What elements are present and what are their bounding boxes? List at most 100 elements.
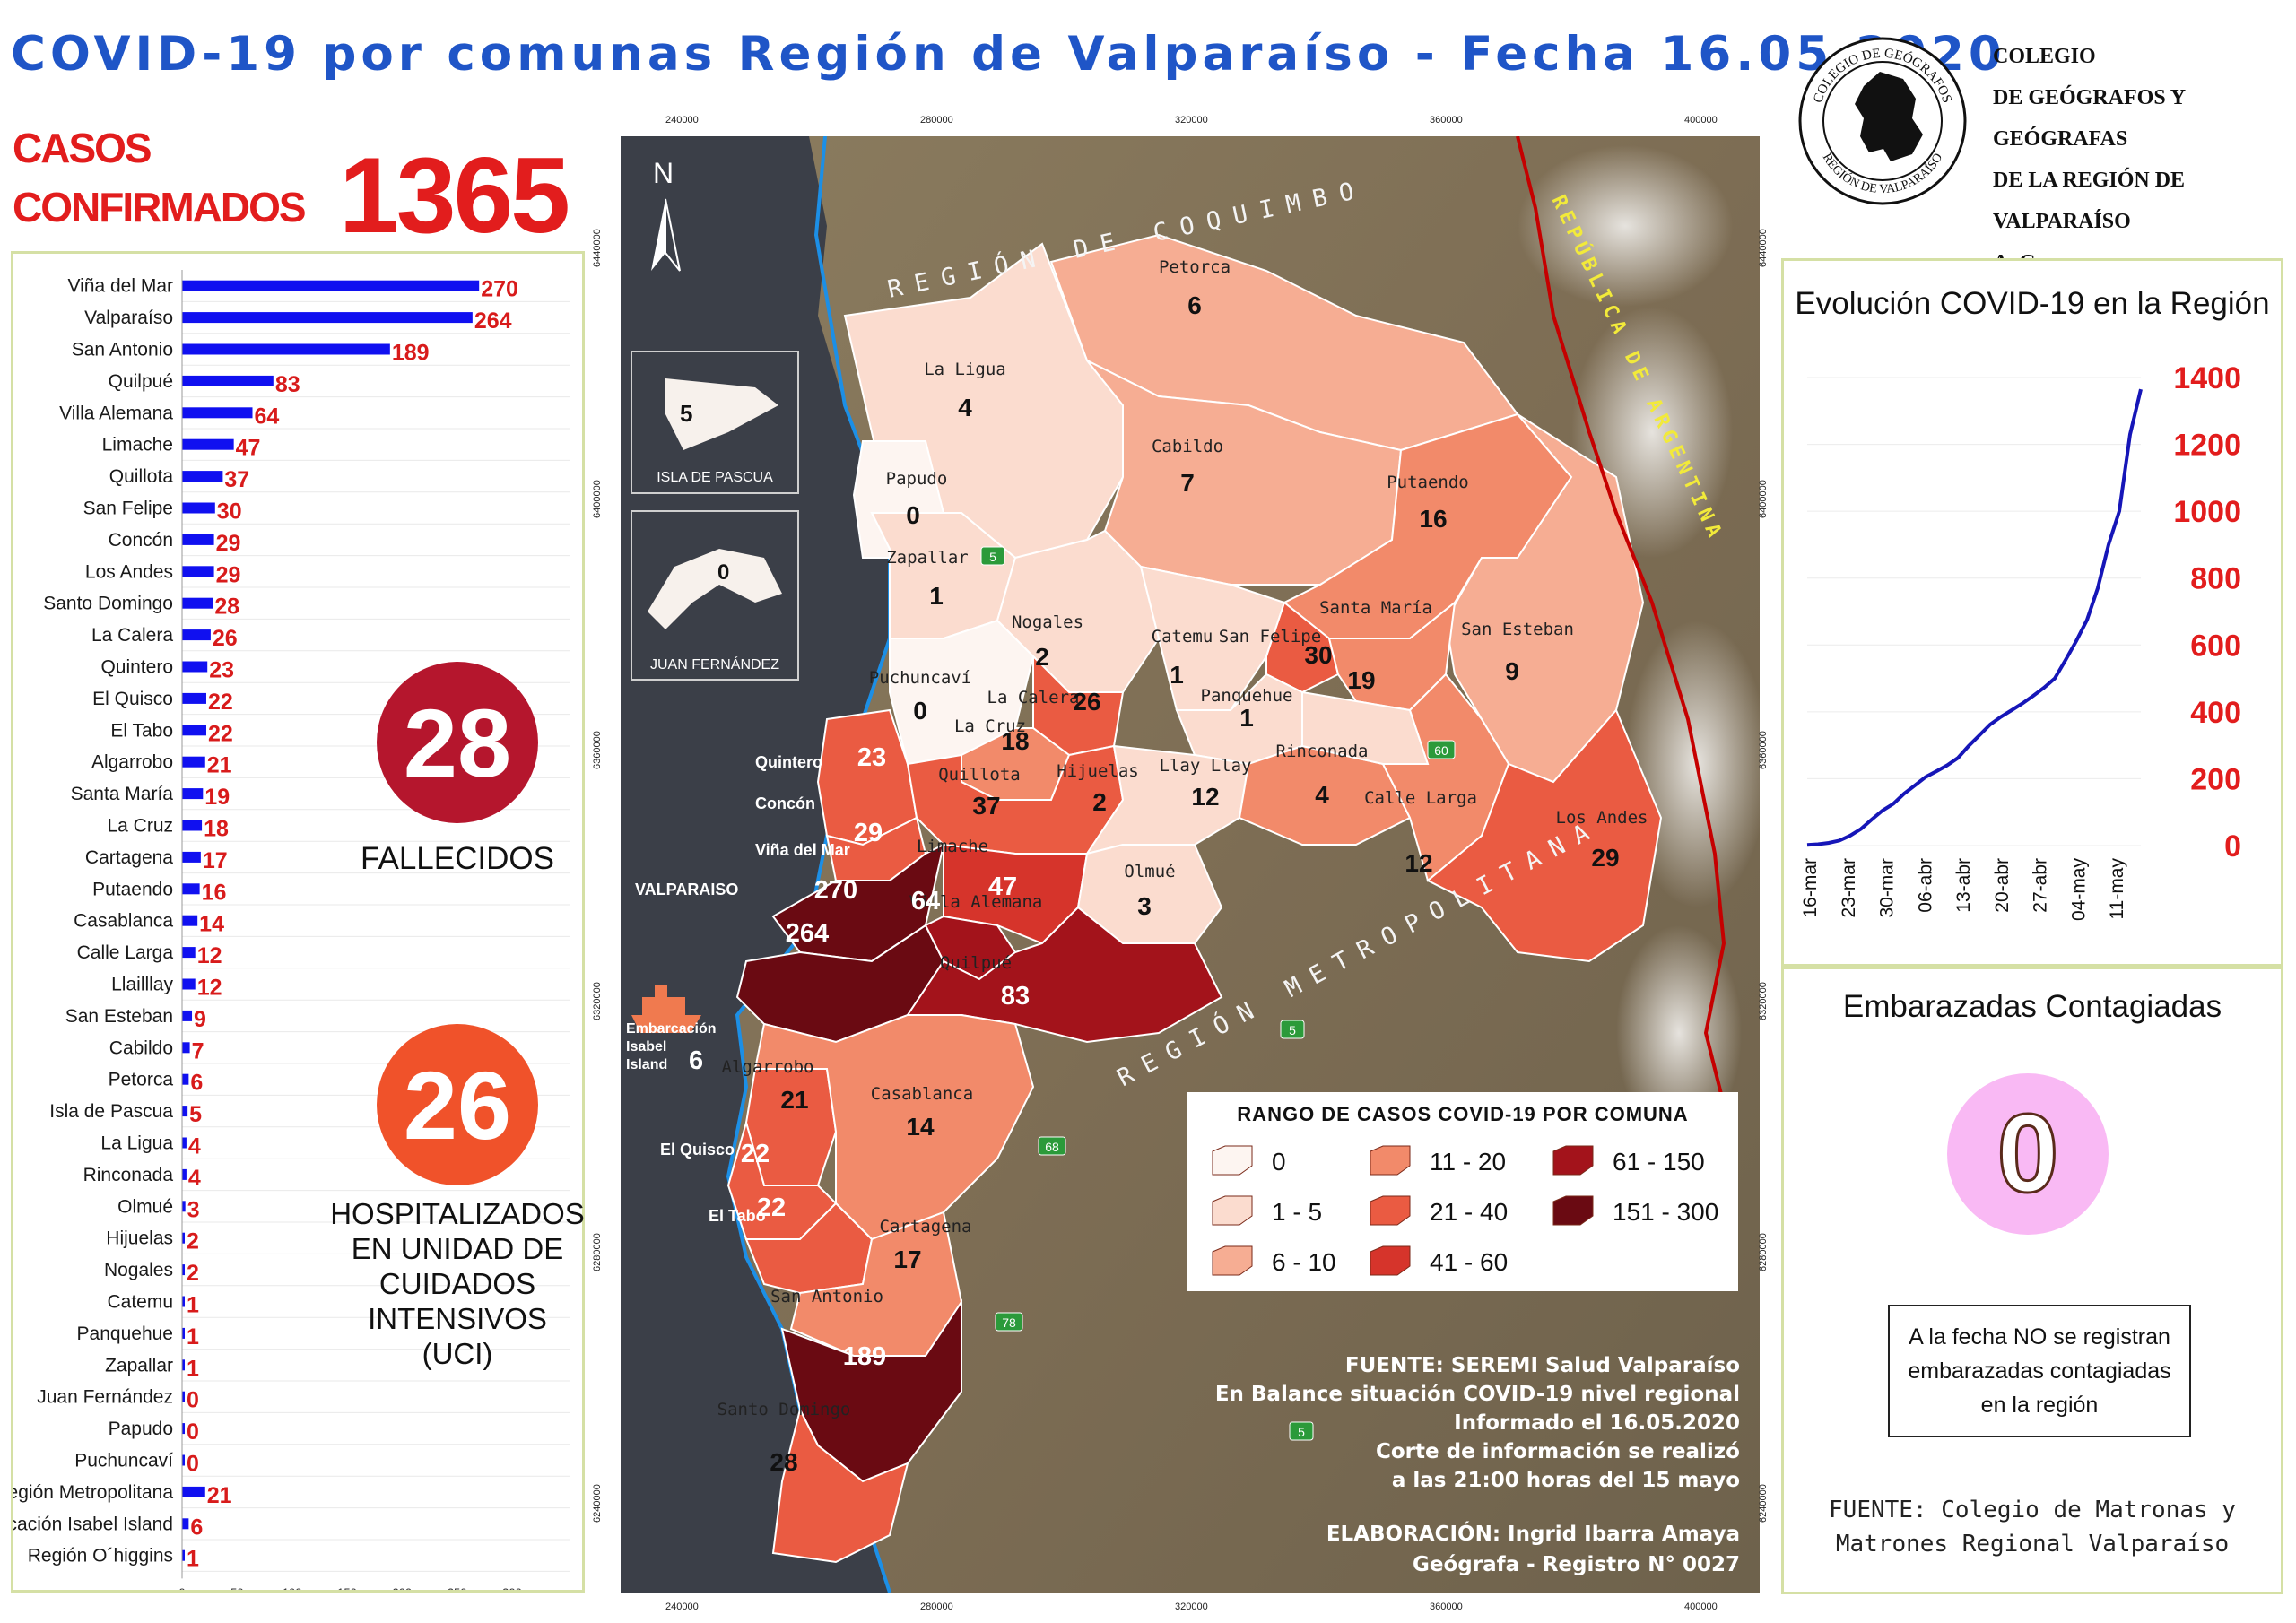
inset-label: ISLA DE PASCUA: [657, 470, 773, 485]
evolucion-title: Evolución COVID-19 en la Región: [1795, 286, 2270, 321]
bar-x-tick: 200: [392, 1585, 412, 1590]
uci-circle: 26: [377, 1024, 538, 1185]
coord-side-label: 6320000: [592, 982, 603, 1020]
legend-swatch: [1552, 1145, 1594, 1176]
coord-side-label: 6320000: [1758, 982, 1769, 1020]
bar-category-label: Olmué: [117, 1196, 173, 1217]
north-arrow-left: [651, 199, 665, 271]
bar-category-label: Región O´higgins: [28, 1546, 173, 1567]
comuna-santo-domingo: [771, 1407, 909, 1564]
comuna-value-papudo: 0: [906, 501, 920, 529]
comuna-name-la-cruz: La Cruz: [954, 716, 1026, 736]
bar-value-label: 6: [190, 1515, 203, 1540]
bar-category-label: Llailllay: [111, 975, 173, 995]
comuna-value-zapallar: 1: [929, 582, 944, 610]
bar: [182, 661, 208, 673]
bar: [182, 1264, 185, 1276]
legend-swatch: [1552, 1195, 1594, 1226]
comuna-name-embarcaci-n-isabel-island: Embarcación: [626, 1021, 716, 1037]
bar: [182, 725, 206, 736]
bar-value-label: 83: [275, 372, 300, 397]
comuna-name-papudo: Papudo: [886, 469, 948, 489]
bar: [182, 1201, 186, 1212]
evolucion-panel: Evolución COVID-19 en la Región 0 200 400 6…: [1781, 258, 2283, 967]
uci-label-line: (UCI): [422, 1337, 493, 1370]
line-x-tick: 20-abr: [1992, 858, 2013, 913]
bar-x-tick: 50: [230, 1585, 243, 1590]
bar-value-label: 37: [224, 467, 249, 492]
coord-side-label: 6400000: [592, 480, 603, 518]
bar: [182, 1137, 187, 1149]
colegio-line: COLEGIO: [1993, 45, 2096, 68]
casos-label: CASOS CONFIRMADOS: [13, 118, 307, 237]
legend-swatch: [1212, 1245, 1253, 1276]
comuna-name-el-quisco: El Quisco: [660, 1141, 735, 1159]
coord-bottom-label: 400000: [1684, 1601, 1718, 1612]
comuna-name-quintero: Quintero: [755, 753, 822, 771]
comuna-value-nogales: 2: [1035, 643, 1049, 671]
comuna-value-catemu: 1: [1170, 661, 1184, 689]
bar: [182, 375, 274, 386]
comuna-value-casablanca: 14: [906, 1113, 935, 1141]
argentina-border: [1516, 136, 1726, 1168]
comuna-value-el-quisco: 22: [741, 1140, 770, 1168]
comuna-value-los-andes: 29: [1591, 844, 1619, 872]
bar-category-label: Panquehue: [77, 1324, 173, 1344]
bar-value-label: 2: [187, 1229, 199, 1254]
comuna-name-santo-domingo: Santo Domingo: [718, 1400, 851, 1419]
comuna-name-quilpu-: Quilpué: [940, 953, 1012, 973]
coord-side-label: 6240000: [592, 1484, 603, 1523]
coord-top-label: 240000: [665, 115, 699, 126]
bar: [182, 1518, 189, 1530]
bar: [182, 915, 198, 926]
comuna-name-putaendo: Putaendo: [1387, 473, 1469, 492]
line-series: [1806, 388, 2143, 847]
source-line: FUENTE: SEREMI Salud Valparaíso: [1345, 1354, 1740, 1377]
bar-value-label: 9: [194, 1007, 206, 1032]
bar-value-label: 21: [207, 1483, 232, 1508]
bar-value-label: 189: [392, 341, 430, 366]
bar-value-label: 270: [481, 277, 518, 302]
bar-value-label: 30: [217, 499, 242, 525]
comuna-value-la-ligua: 4: [958, 394, 972, 421]
bar-value-label: 4: [188, 1166, 201, 1191]
comuna-name-vi-a-del-mar: Viña del Mar: [755, 841, 850, 859]
fallecidos-label: FALLECIDOS: [361, 841, 554, 876]
colegio-line: DE LA REGIÓN DE VALPARAÍSO: [1993, 169, 2186, 233]
bar-category-label: Juan Fernández: [37, 1387, 173, 1408]
comuna-name-san-antonio: San Antonio: [770, 1287, 883, 1306]
bar-x-tick: 300: [502, 1585, 522, 1590]
valparaiso-map: 2 4 0 0 0 0: [621, 136, 1760, 1593]
ship-funnel: [655, 985, 667, 997]
bar-category-label: Isla de Pascua: [49, 1101, 173, 1122]
bar-category-label: Viña del Mar: [67, 276, 173, 297]
line-y-tick: 1000: [2173, 495, 2241, 529]
bar: [182, 947, 196, 959]
bar-value-label: 7: [192, 1038, 204, 1063]
source-line: En Balance situación COVID-19 nivel regi…: [1215, 1383, 1740, 1406]
bar: [182, 851, 201, 863]
line-y-tick: 1400: [2173, 361, 2241, 395]
comuna-name-conc-n: Concón: [755, 794, 815, 812]
legend-label: 11 - 20: [1430, 1148, 1506, 1176]
source-line: Corte de información se realizó: [1376, 1440, 1740, 1463]
comuna-value-llay-llay: 12: [1191, 783, 1219, 811]
legend-label: 6 - 10: [1272, 1248, 1336, 1276]
line-x-tick: 11-may: [2107, 858, 2127, 920]
snow-patch: [1616, 925, 1742, 1141]
coord-bottom-label: 240000: [665, 1601, 699, 1612]
bar-category-label: Región Metropolitana: [13, 1482, 173, 1503]
line-x-tick: 23-mar: [1839, 858, 1859, 918]
bar-value-label: 1: [187, 1356, 199, 1381]
bar-value-label: 5: [189, 1102, 202, 1127]
bar: [182, 756, 205, 768]
line-y-tick: 200: [2190, 762, 2241, 796]
fallecidos-value: 28: [403, 688, 512, 797]
comuna-value-villa-alemana: 64: [911, 887, 940, 916]
bar: [182, 343, 390, 355]
bar: [182, 1232, 185, 1244]
bar: [182, 788, 204, 800]
comuna-value-cartagena: 17: [893, 1245, 921, 1273]
note-line: embarazadas contagiadas: [1908, 1358, 2171, 1384]
